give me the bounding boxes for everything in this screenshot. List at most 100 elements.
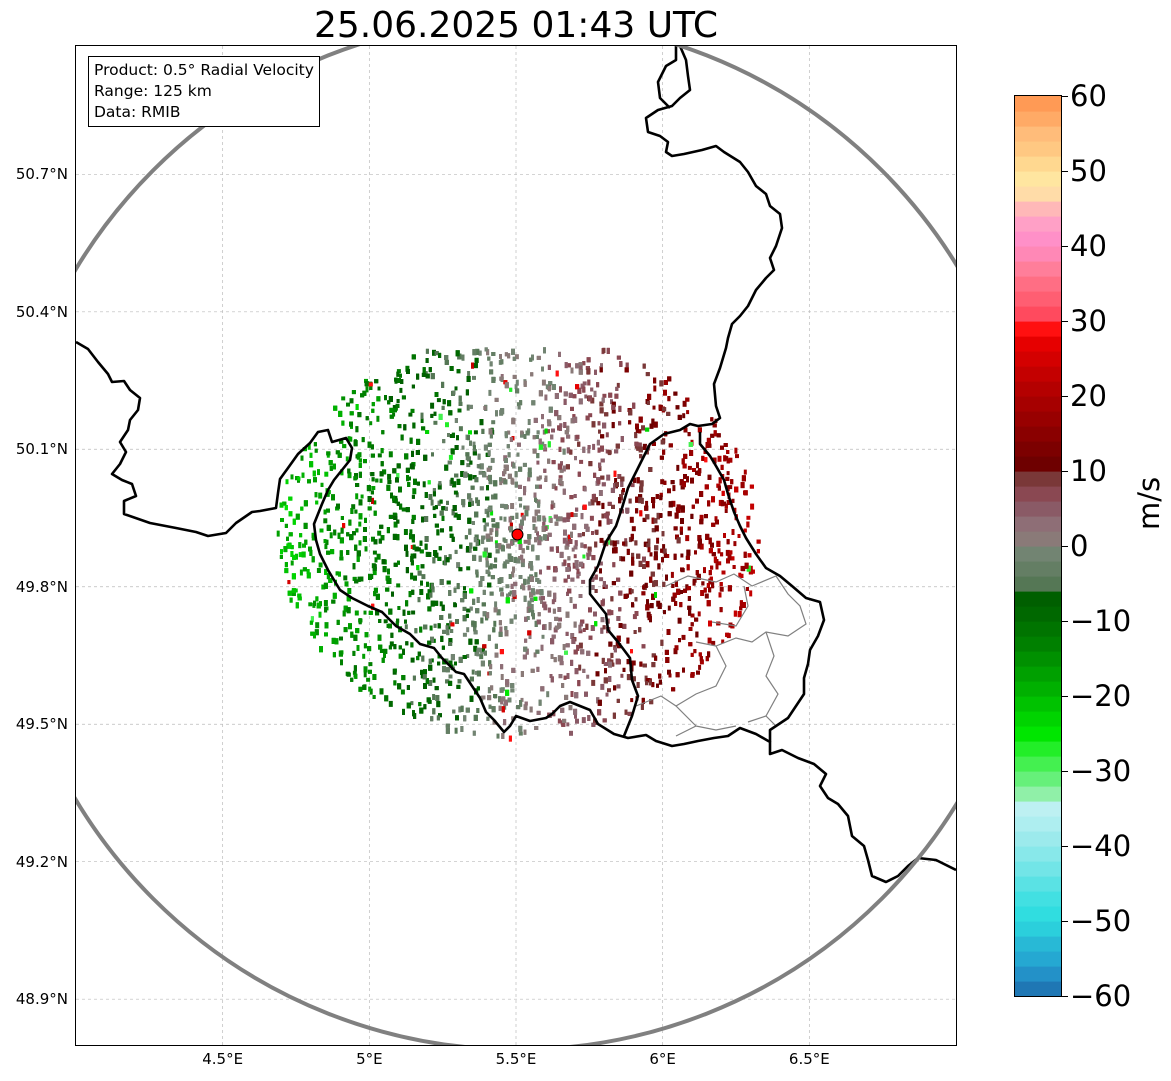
radar-map[interactable] — [75, 45, 957, 1046]
velocity-echo-cell — [535, 589, 540, 595]
velocity-echo-cell — [590, 499, 595, 506]
velocity-echo-cell — [604, 668, 607, 674]
velocity-echo-cell — [409, 533, 413, 540]
velocity-echo-cell — [404, 624, 408, 630]
velocity-echo-cell — [688, 642, 693, 647]
velocity-echo-cell — [557, 623, 561, 629]
velocity-echo-cell — [452, 390, 456, 395]
velocity-echo-cell — [489, 528, 494, 533]
velocity-echo-cell — [569, 730, 573, 736]
velocity-echo-cell — [315, 622, 320, 629]
velocity-echo-cell — [673, 648, 678, 655]
velocity-echo-cell — [456, 478, 461, 485]
velocity-echo-cell — [360, 576, 364, 582]
velocity-echo-cell — [668, 501, 673, 508]
velocity-echo-cell — [479, 463, 484, 470]
velocity-echo-cell — [572, 394, 577, 399]
velocity-echo-cell — [600, 627, 604, 634]
velocity-echo-cell — [527, 472, 532, 478]
velocity-echo-cell — [469, 588, 474, 594]
velocity-echo-cell — [513, 614, 517, 620]
velocity-echo-cell — [314, 448, 318, 453]
velocity-echo-cell — [640, 703, 644, 710]
velocity-echo-cell — [721, 570, 726, 575]
velocity-echo-cell — [717, 455, 722, 462]
velocity-echo-cell — [389, 641, 394, 647]
velocity-echo-cell — [362, 653, 366, 659]
velocity-echo-cell — [463, 586, 466, 591]
velocity-echo-cell — [667, 396, 671, 402]
velocity-echo-cell — [339, 636, 343, 641]
velocity-echo-cell — [460, 460, 465, 466]
velocity-echo-cell — [688, 609, 692, 616]
velocity-echo-cell — [633, 477, 637, 483]
velocity-echo-cell — [474, 534, 479, 540]
velocity-echo-cell — [380, 448, 384, 454]
velocity-echo-cell — [720, 552, 724, 557]
velocity-echo-cell — [703, 587, 707, 593]
velocity-echo-cell — [333, 529, 337, 536]
velocity-echo-cell — [368, 382, 373, 387]
velocity-echo-cell — [466, 654, 470, 658]
velocity-echo-cell — [574, 692, 579, 699]
velocity-echo-cell — [626, 637, 630, 644]
velocity-echo-cell — [498, 705, 502, 711]
velocity-echo-cell — [690, 477, 694, 484]
velocity-echo-cell — [687, 605, 692, 610]
velocity-echo-cell — [393, 516, 398, 520]
velocity-echo-cell — [396, 371, 400, 377]
velocity-echo-cell — [434, 686, 439, 691]
velocity-echo-cell — [665, 657, 670, 663]
velocity-echo-cell — [517, 539, 522, 544]
velocity-echo-cell — [453, 602, 457, 608]
velocity-echo-cell — [689, 450, 694, 456]
velocity-echo-cell — [472, 730, 476, 736]
velocity-echo-cell — [412, 488, 417, 495]
velocity-echo-cell — [483, 444, 488, 451]
velocity-echo-cell — [536, 710, 541, 715]
velocity-echo-cell — [414, 546, 419, 552]
velocity-echo-cell — [437, 661, 441, 666]
velocity-echo-cell — [683, 427, 688, 433]
velocity-echo-cell — [540, 599, 543, 604]
velocity-echo-cell — [517, 442, 521, 447]
velocity-echo-cell — [546, 691, 550, 698]
velocity-echo-cell — [413, 575, 417, 581]
velocity-echo-cell — [585, 623, 589, 630]
velocity-echo-cell — [582, 504, 587, 510]
velocity-echo-cell — [549, 517, 553, 523]
velocity-echo-cell — [358, 458, 362, 463]
velocity-echo-cell — [534, 537, 537, 543]
velocity-echo-cell — [569, 449, 573, 455]
velocity-echo-cell — [424, 516, 429, 522]
velocity-echo-cell — [594, 574, 598, 580]
velocity-echo-cell — [598, 561, 603, 566]
velocity-echo-cell — [711, 552, 716, 557]
velocity-echo-cell — [711, 640, 716, 645]
velocity-echo-cell — [553, 514, 558, 519]
velocity-echo-cell — [416, 438, 421, 445]
velocity-echo-cell — [511, 667, 516, 673]
velocity-echo-cell — [323, 600, 328, 606]
velocity-echo-cell — [682, 413, 686, 419]
velocity-echo-cell — [430, 413, 434, 418]
velocity-echo-cell — [601, 513, 605, 519]
velocity-echo-cell — [564, 694, 569, 700]
velocity-echo-cell — [373, 587, 378, 593]
velocity-echo-cell — [469, 460, 473, 465]
velocity-echo-cell — [519, 701, 523, 707]
velocity-echo-cell — [540, 441, 545, 447]
velocity-echo-cell — [292, 518, 296, 525]
velocity-echo-cell — [721, 490, 725, 496]
velocity-echo-cell — [634, 611, 639, 616]
velocity-echo-cell — [280, 549, 283, 555]
velocity-echo-cell — [480, 660, 485, 667]
velocity-echo-cell — [339, 556, 344, 561]
velocity-echo-cell — [670, 480, 675, 485]
velocity-echo-cell — [708, 548, 713, 554]
velocity-echo-cell — [449, 366, 454, 371]
velocity-echo-cell — [628, 498, 632, 504]
velocity-echo-cell — [606, 474, 611, 481]
velocity-echo-cell — [562, 465, 566, 472]
velocity-echo-cell — [346, 607, 351, 614]
